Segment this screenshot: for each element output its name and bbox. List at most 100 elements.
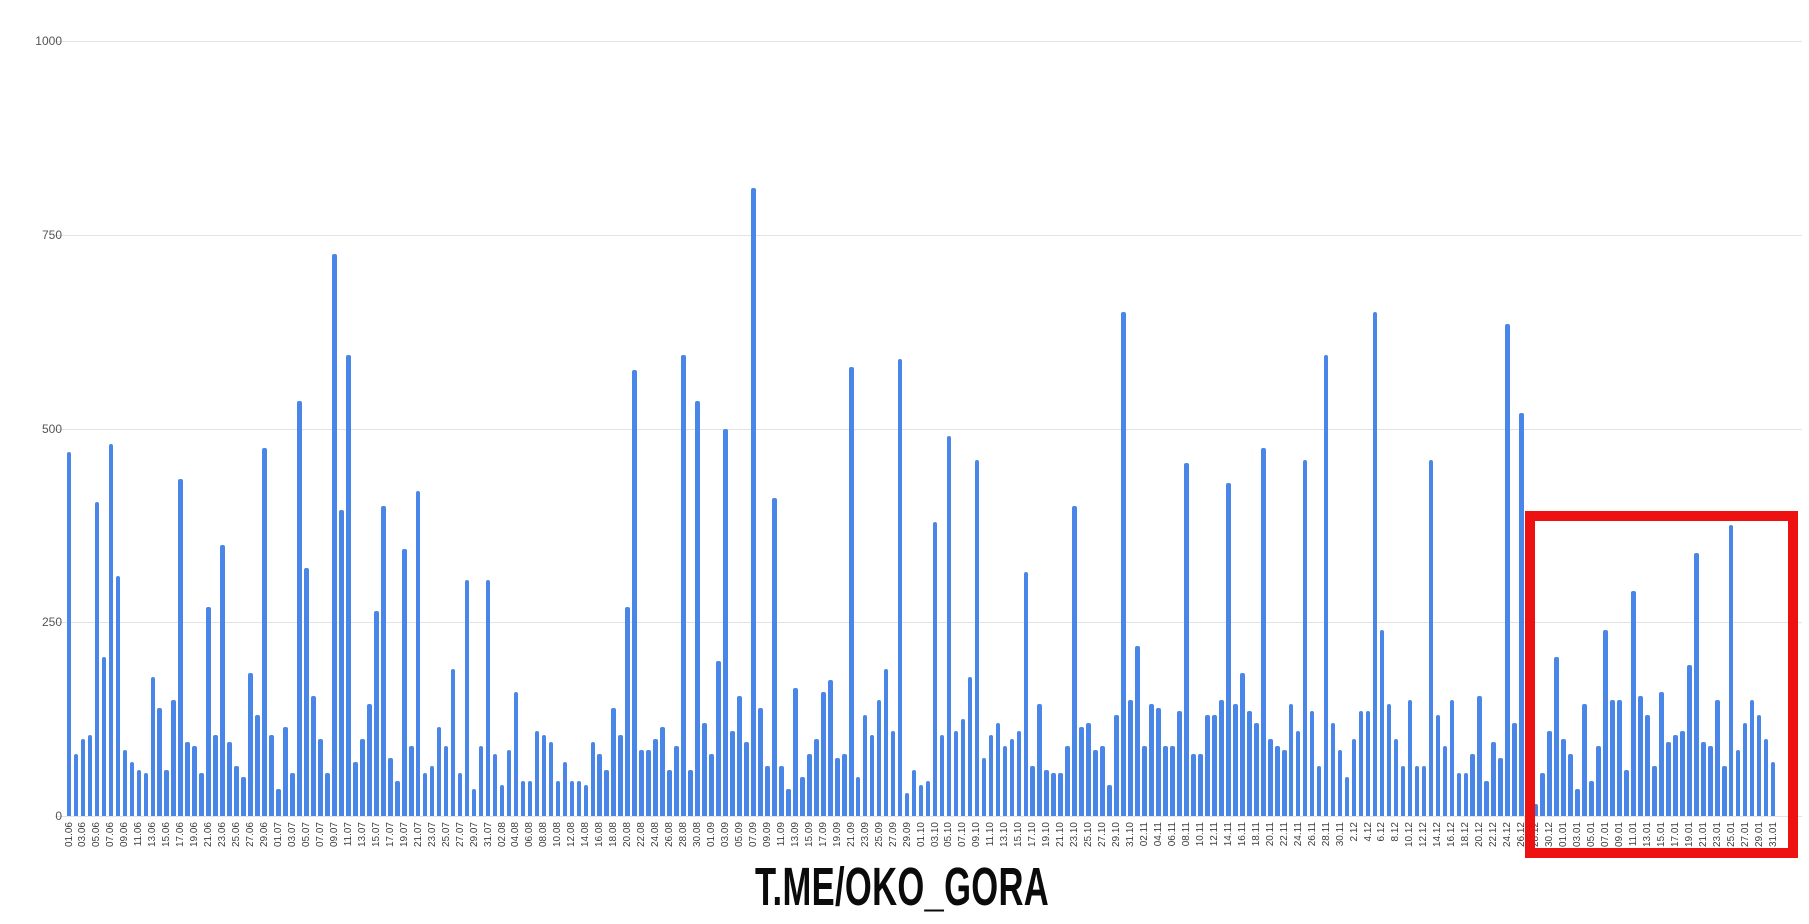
bar (367, 703, 372, 816)
bar (953, 730, 959, 816)
bar (1749, 699, 1755, 816)
x-tick-label: 09.06 (119, 822, 131, 848)
bar (1428, 459, 1434, 816)
bar (1044, 769, 1050, 816)
x-tick-label: 18.08 (608, 822, 620, 848)
x-tick-label: 19.09 (831, 822, 843, 848)
bar (122, 750, 128, 816)
bar (1316, 765, 1322, 816)
bar (960, 719, 966, 816)
bar (1281, 750, 1287, 816)
x-tick-label: 29.10 (1111, 822, 1123, 848)
bar (1617, 699, 1622, 816)
x-tick-label: 01.06 (63, 822, 75, 848)
x-tick-label: 13.06 (147, 822, 159, 848)
bar (1693, 552, 1699, 816)
x-tick-label: 22.12 (1488, 822, 1500, 848)
bar (660, 726, 665, 816)
bar (1295, 730, 1301, 816)
bar (192, 746, 197, 816)
x-tick-label: 21.06 (203, 822, 215, 848)
bar (318, 738, 323, 816)
bar (548, 742, 554, 816)
x-tick-label: 17.10 (1027, 822, 1039, 848)
bar (604, 769, 610, 816)
x-tick-label: 10.08 (552, 822, 564, 848)
x-tick-label: 29.06 (259, 822, 271, 848)
bar (1191, 754, 1196, 816)
x-tick-label: 30.11 (1334, 822, 1346, 847)
bar (1596, 746, 1601, 816)
x-tick-label: 17.07 (384, 822, 396, 848)
bar (534, 730, 540, 816)
x-tick-label: 13.07 (356, 822, 368, 848)
x-tick-label: 21.09 (845, 822, 857, 848)
bar (436, 726, 442, 816)
bar (1686, 664, 1692, 816)
bar (1274, 746, 1280, 816)
bar (1728, 525, 1734, 816)
bar (94, 502, 100, 816)
bar (1358, 711, 1364, 816)
bar (1219, 699, 1224, 816)
bar (583, 785, 589, 816)
x-tick-label: 24.12 (1502, 822, 1514, 848)
x-tick-label: 14.11 (1222, 822, 1234, 847)
bar (1554, 657, 1559, 816)
bar (1540, 773, 1545, 816)
x-tick-label: 03.09 (719, 822, 731, 848)
bar (373, 610, 379, 816)
bar (1505, 323, 1510, 816)
bar (199, 773, 204, 816)
bar (527, 781, 533, 816)
bar (1582, 703, 1587, 816)
x-tick-label: 05.06 (91, 822, 103, 848)
bar (1114, 715, 1119, 816)
x-tick-label: 04.11 (1153, 822, 1164, 847)
bar (311, 695, 316, 816)
bar (290, 773, 295, 816)
highlight-box (1525, 511, 1798, 858)
bar (1659, 692, 1664, 816)
x-tick-label: 09.10 (971, 822, 983, 848)
gridline (55, 622, 1802, 624)
x-tick-label: 23.06 (217, 822, 229, 848)
x-tick-label: 14.12 (1432, 822, 1444, 848)
bar (1009, 738, 1015, 816)
x-tick-label: 25.10 (1083, 822, 1095, 848)
bar (758, 707, 763, 816)
bar (1470, 754, 1476, 816)
x-tick-label: 01.09 (706, 822, 718, 848)
bar (164, 769, 170, 816)
x-tick-label: 12.08 (566, 822, 578, 848)
x-tick-label: 11.09 (775, 822, 787, 847)
x-tick-label: 27.07 (454, 822, 466, 848)
bar (988, 734, 994, 816)
x-tick-label: 27.10 (1097, 822, 1109, 848)
gridline (55, 816, 1802, 817)
bar (80, 738, 86, 816)
bar (674, 746, 679, 816)
bar (918, 785, 924, 816)
bar (1393, 738, 1399, 816)
bar (213, 734, 218, 816)
bar (723, 428, 728, 816)
x-tick-label: 25.09 (873, 822, 885, 848)
bar (220, 544, 225, 816)
bar (1030, 765, 1036, 816)
bar (227, 742, 232, 816)
bar (939, 734, 945, 816)
bar (115, 575, 121, 816)
bar (1156, 707, 1161, 816)
x-tick-label: 23.09 (859, 822, 871, 848)
bar (1267, 738, 1273, 816)
bar (1135, 645, 1140, 816)
x-tick-label: 12.12 (1418, 822, 1430, 848)
bar (485, 579, 491, 816)
bar (422, 773, 428, 816)
x-tick-label: 13.09 (789, 822, 801, 848)
bar (1449, 699, 1455, 816)
bar (765, 765, 770, 816)
bar (1533, 804, 1538, 816)
bar (178, 478, 184, 816)
